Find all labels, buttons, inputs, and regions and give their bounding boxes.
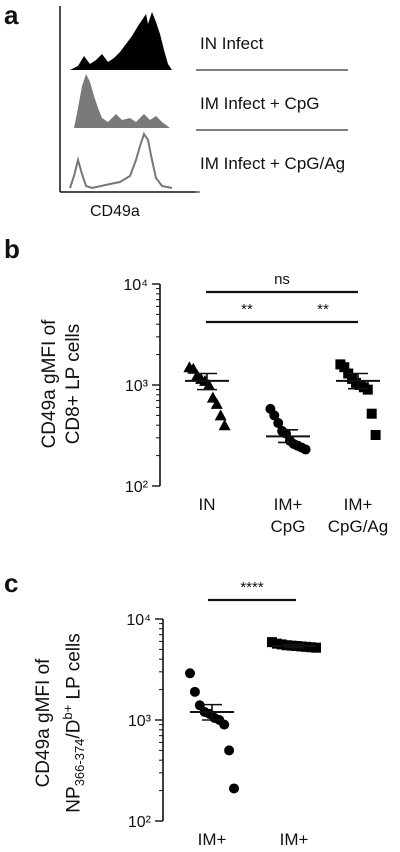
y-tick-label: 10⁴ [126,612,151,629]
significance-label: ns [274,271,290,288]
significance-label: **** [240,579,264,596]
data-point [202,379,215,390]
x-category-label: IM+ [280,830,309,849]
data-point [339,362,350,373]
data-point [362,384,373,395]
row-label-in-infect: IN Infect [200,34,264,53]
data-point [311,642,321,653]
x-category-label: IM+ [198,830,227,849]
x-category-label: IM+ [274,495,303,514]
y-tick-label: 10³ [128,713,152,730]
y-tick-label: 10² [125,479,149,496]
panel-c-label: c [4,568,19,598]
data-point [219,719,230,730]
data-point [214,409,227,421]
x-category-label: CpG/Ag [328,517,388,536]
data-point [269,410,280,421]
x-axis-label-a: CD49a [90,203,140,220]
data-point [210,397,223,409]
row-label-im-cpg-ag: IM Infect + CpG/Ag [200,154,346,173]
y-tick-label: 10⁴ [123,277,148,294]
significance-label: ** [317,301,329,318]
data-point [218,419,231,431]
x-category-label: IM+ [344,495,373,514]
data-point [366,408,377,419]
histogram-in-infect [70,12,172,70]
panel-b-label: b [4,234,20,264]
data-point [273,418,284,429]
histogram-im-cpg [74,74,170,128]
data-point [185,668,195,679]
significance-label: ** [241,301,253,318]
panel-a-label: a [4,0,19,30]
data-point [370,429,381,440]
x-category-label: CpG [271,517,306,536]
row-label-im-cpg: IM Infect + CpG [200,94,320,113]
x-category-label: IN [199,495,216,514]
data-point [189,686,200,697]
data-point [229,783,239,794]
y-tick-label: 10² [128,814,152,831]
data-point [300,444,311,455]
histogram-im-cpg-ag [69,131,173,190]
y-tick-label: 10³ [125,378,149,395]
data-point [224,745,235,756]
